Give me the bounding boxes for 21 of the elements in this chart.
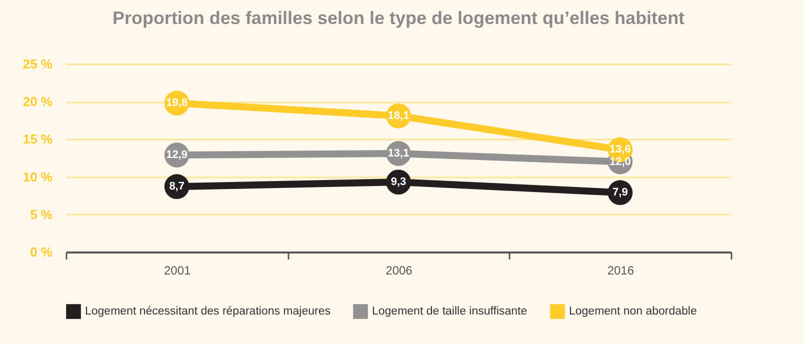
y-tick-label: 10 % bbox=[22, 169, 53, 184]
y-tick-label: 25 % bbox=[22, 56, 53, 72]
y-tick-label: 5 % bbox=[30, 206, 53, 222]
x-tick-label: 2001 bbox=[164, 264, 192, 278]
data-label: 7,9 bbox=[612, 186, 628, 199]
x-tick-label: 2006 bbox=[386, 264, 413, 278]
y-tick-label: 0 % bbox=[30, 244, 53, 260]
data-label: 13,1 bbox=[388, 147, 410, 160]
x-tick-label: 2016 bbox=[607, 264, 634, 278]
legend-label: Logement de taille insuffisante bbox=[372, 306, 528, 318]
data-label: 12,9 bbox=[166, 148, 188, 161]
legend-label: Logement non abordable bbox=[569, 306, 697, 318]
legend-label: Logement nécessitant des réparations majeures bbox=[85, 306, 331, 318]
data-label: 19,8 bbox=[166, 97, 188, 110]
data-label: 9,3 bbox=[390, 176, 406, 188]
y-tick-label: 15 % bbox=[22, 132, 53, 147]
data-label: 13,6 bbox=[609, 144, 631, 156]
y-tick-label: 20 % bbox=[22, 94, 53, 110]
data-label: 18,1 bbox=[388, 110, 410, 122]
data-label: 8,7 bbox=[169, 180, 184, 193]
chart-title: Proportion des familles selon le type de logement qu’elles habitent bbox=[112, 8, 685, 28]
